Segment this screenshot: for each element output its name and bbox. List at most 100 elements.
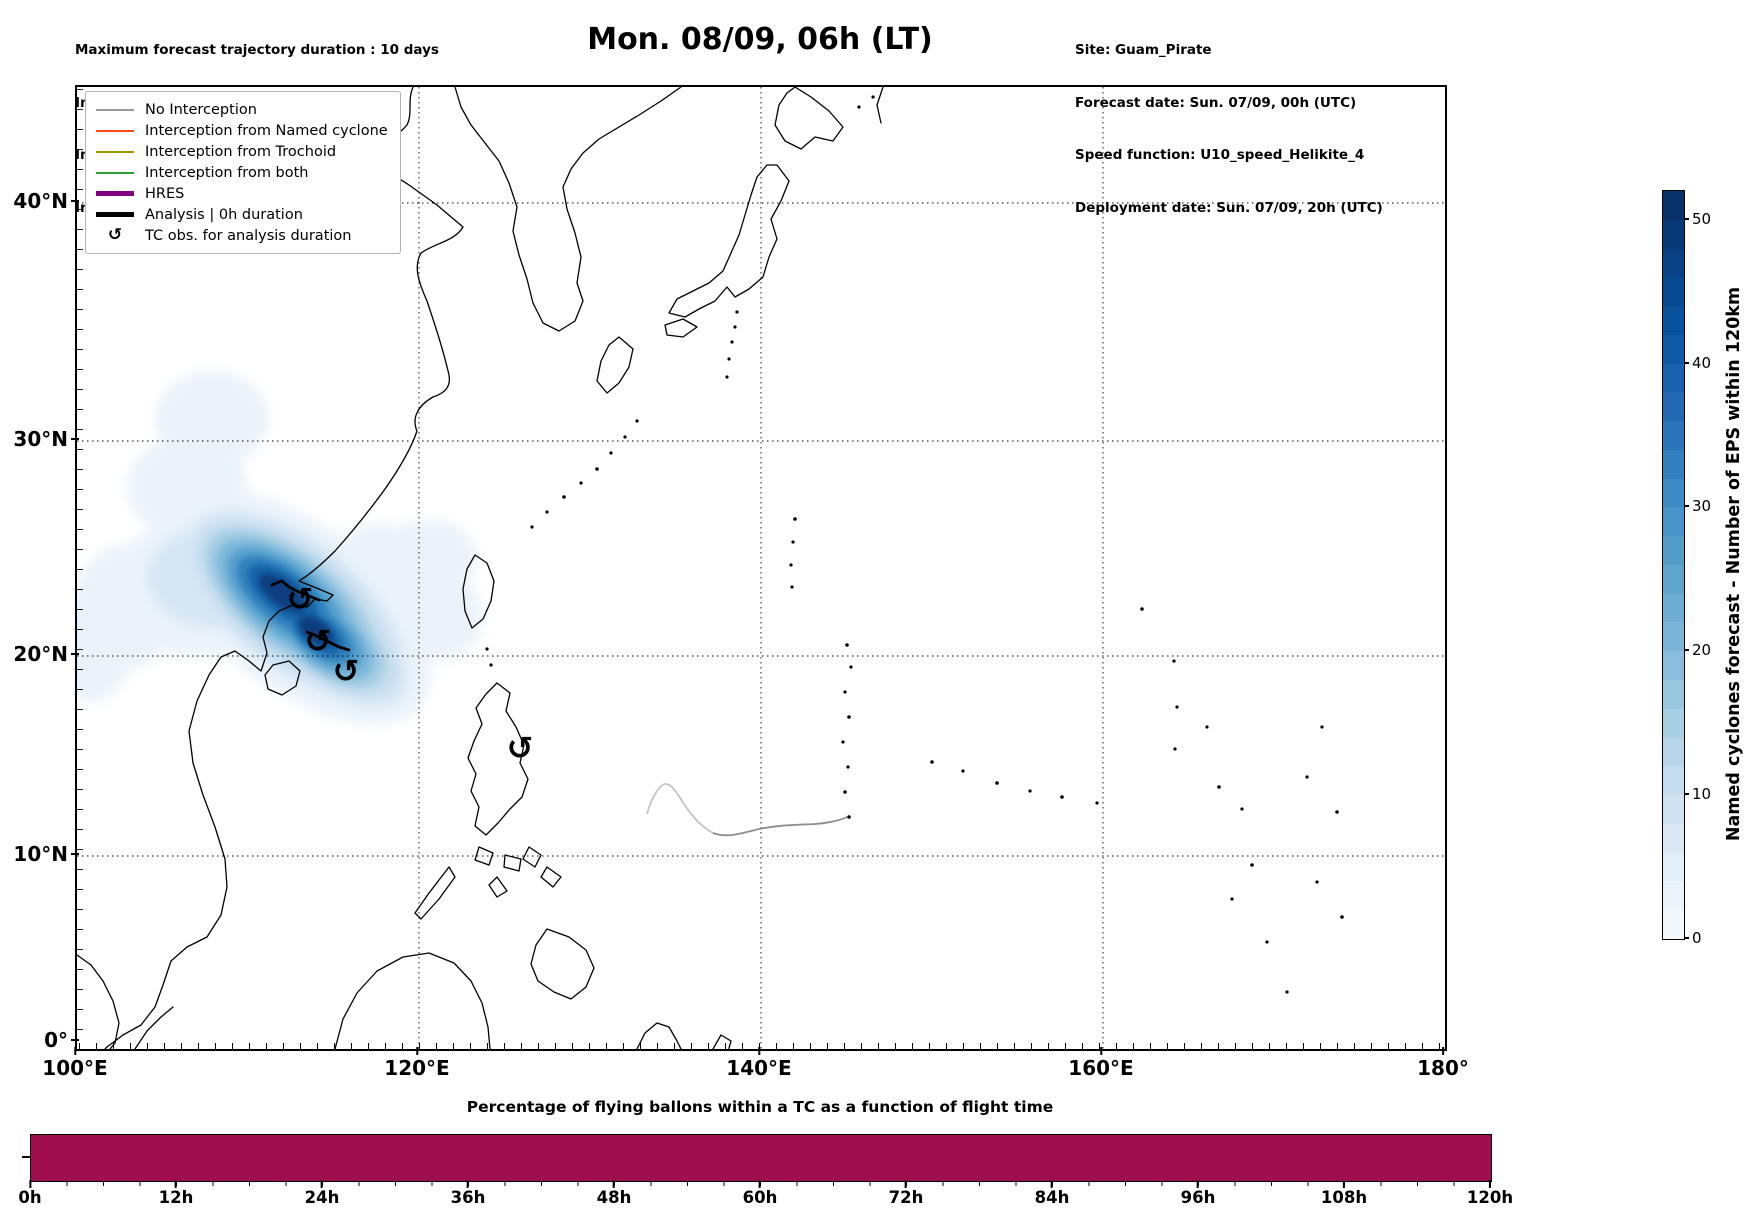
- colorbar-segment: [1663, 881, 1684, 911]
- y-tick-20n: 20°N: [6, 642, 68, 666]
- bottom-chart-x-tick-label: 120h: [1466, 1188, 1514, 1207]
- colorbar: [1662, 190, 1685, 940]
- legend-item: Analysis | 0h duration: [96, 204, 388, 225]
- colorbar-segment: [1663, 795, 1684, 824]
- colorbar-segment: [1663, 766, 1684, 796]
- header-right-info: Site: Guam_Pirate Forecast date: Sun. 07…: [1075, 7, 1383, 252]
- colorbar-segment: [1663, 478, 1684, 508]
- legend-line-sample: [96, 108, 134, 111]
- colorbar-segment: [1663, 421, 1684, 450]
- bottom-chart-x-tick-label: 12h: [158, 1188, 194, 1207]
- x-tick-120e: 120°E: [384, 1056, 450, 1080]
- colorbar-segment: [1663, 536, 1684, 565]
- tc-obs-marker: ↺: [507, 729, 534, 767]
- island-dots: [485, 95, 1344, 994]
- colorbar-segment: [1663, 737, 1684, 767]
- trajectory-no-interception-dark: [712, 816, 848, 837]
- bottom-chart-bar: [30, 1134, 1492, 1182]
- legend-line-sample: [96, 171, 134, 174]
- colorbar-segment: [1663, 191, 1684, 220]
- colorbar-segment: [1663, 823, 1684, 853]
- legend-item: No Interception: [96, 99, 388, 120]
- colorbar-segment: [1663, 392, 1684, 422]
- legend-line-sample: [96, 150, 134, 153]
- bottom-chart-y-tick: [22, 1156, 30, 1158]
- bottom-chart-title: Percentage of flying ballons within a TC…: [466, 1098, 1054, 1116]
- legend-item-label: Interception from Named cyclone: [145, 122, 388, 139]
- colorbar-segment: [1663, 680, 1684, 709]
- colorbar-segment: [1663, 708, 1684, 738]
- bottom-chart-x-tick-label: 0h: [18, 1188, 42, 1207]
- bottom-chart-x-tick-label: 108h: [1320, 1188, 1368, 1207]
- x-tick-100e: 100°E: [42, 1056, 108, 1080]
- colorbar-tick-50: 50: [1692, 210, 1712, 228]
- legend-item-label: TC obs. for analysis duration: [145, 227, 352, 244]
- x-tick-140e: 140°E: [726, 1056, 792, 1080]
- colorbar-tick-10: 10: [1692, 785, 1712, 803]
- tc-markers: ↺ ↺ ↺ ↺: [287, 580, 534, 767]
- y-tick-0: 0°: [6, 1028, 68, 1052]
- colorbar-segment: [1663, 277, 1684, 307]
- graticule: [77, 87, 1445, 1049]
- legend-item-label: HRES: [145, 185, 185, 202]
- bottom-chart-x-tick-label: 36h: [450, 1188, 486, 1207]
- colorbar-segment: [1663, 248, 1684, 278]
- y-tick-30n: 30°N: [6, 427, 68, 451]
- colorbar-segment: [1663, 507, 1684, 537]
- legend-item: Interception from both: [96, 162, 388, 183]
- header-line: Site: Guam_Pirate: [1075, 42, 1212, 58]
- header-line: Forecast date: Sun. 07/09, 00h (UTC): [1075, 94, 1357, 111]
- legend-item: HRES: [96, 183, 388, 204]
- colorbar-tick-0: 0: [1692, 929, 1702, 947]
- legend-line-sample: [96, 212, 134, 217]
- legend-item-label: Analysis | 0h duration: [145, 206, 303, 223]
- legend-item: ↺ TC obs. for analysis duration: [96, 225, 388, 246]
- tc-obs-marker: ↺: [333, 652, 360, 690]
- x-tick-160e: 160°E: [1068, 1056, 1134, 1080]
- legend-line-sample: [96, 191, 134, 196]
- bottom-chart-x-tick-label: 60h: [742, 1188, 778, 1207]
- colorbar-segment: [1663, 622, 1684, 652]
- y-tick-10n: 10°N: [6, 842, 68, 866]
- colorbar-tick-40: 40: [1692, 354, 1712, 372]
- bottom-chart-x-tick-label: 84h: [1034, 1188, 1070, 1207]
- bottom-chart-x-tick-label: 72h: [888, 1188, 924, 1207]
- tc-obs-marker: ↺: [305, 622, 332, 660]
- legend-item: Interception from Trochoid: [96, 141, 388, 162]
- colorbar-segment: [1663, 852, 1684, 882]
- header-line: Deployment date: Sun. 07/09, 20h (UTC): [1075, 199, 1383, 216]
- colorbar-segment: [1663, 363, 1684, 393]
- colorbar-segment: [1663, 219, 1684, 249]
- tc-obs-marker: ↺: [287, 580, 314, 618]
- colorbar-label: Named cyclones forecast - Number of EPS …: [1724, 286, 1744, 842]
- legend-item-label: Interception from both: [145, 164, 309, 181]
- bottom-chart-x-tick-label: 24h: [304, 1188, 340, 1207]
- map-legend: No Interception Interception from Named c…: [85, 91, 401, 254]
- colorbar-segment: [1663, 564, 1684, 594]
- colorbar-segment: [1663, 449, 1684, 479]
- colorbar-tick-20: 20: [1692, 641, 1712, 659]
- header-line: Speed function: U10_speed_Helikite_4: [1075, 147, 1365, 163]
- legend-item-label: No Interception: [145, 101, 257, 118]
- map-canvas: ↺ ↺ ↺ ↺: [77, 87, 1445, 1049]
- analysis-tracks: [270, 579, 351, 652]
- bottom-chart-x-tick-label: 48h: [596, 1188, 632, 1207]
- colorbar-segment: [1663, 910, 1684, 939]
- y-tick-40n: 40°N: [6, 189, 68, 213]
- legend-item-label: Interception from Trochoid: [145, 143, 337, 160]
- map-panel: ↺ ↺ ↺ ↺ No Interception Interception from…: [75, 85, 1447, 1051]
- legend-line-sample: [96, 129, 134, 132]
- colorbar-segment: [1663, 334, 1684, 364]
- x-tick-180: 180°: [1417, 1056, 1469, 1080]
- header-line: Maximum forecast trajectory duration : 1…: [75, 42, 439, 58]
- page-title: Mon. 08/09, 06h (LT): [587, 22, 933, 57]
- colorbar-tick-30: 30: [1692, 497, 1712, 515]
- colorbar-segment: [1663, 593, 1684, 623]
- colorbar-segment: [1663, 651, 1684, 681]
- colorbar-segment: [1663, 306, 1684, 335]
- legend-item: Interception from Named cyclone: [96, 120, 388, 141]
- tc-obs-icon: ↺: [107, 225, 123, 245]
- bottom-chart-x-tick-label: 96h: [1180, 1188, 1216, 1207]
- trajectory-no-interception-light: [646, 783, 714, 834]
